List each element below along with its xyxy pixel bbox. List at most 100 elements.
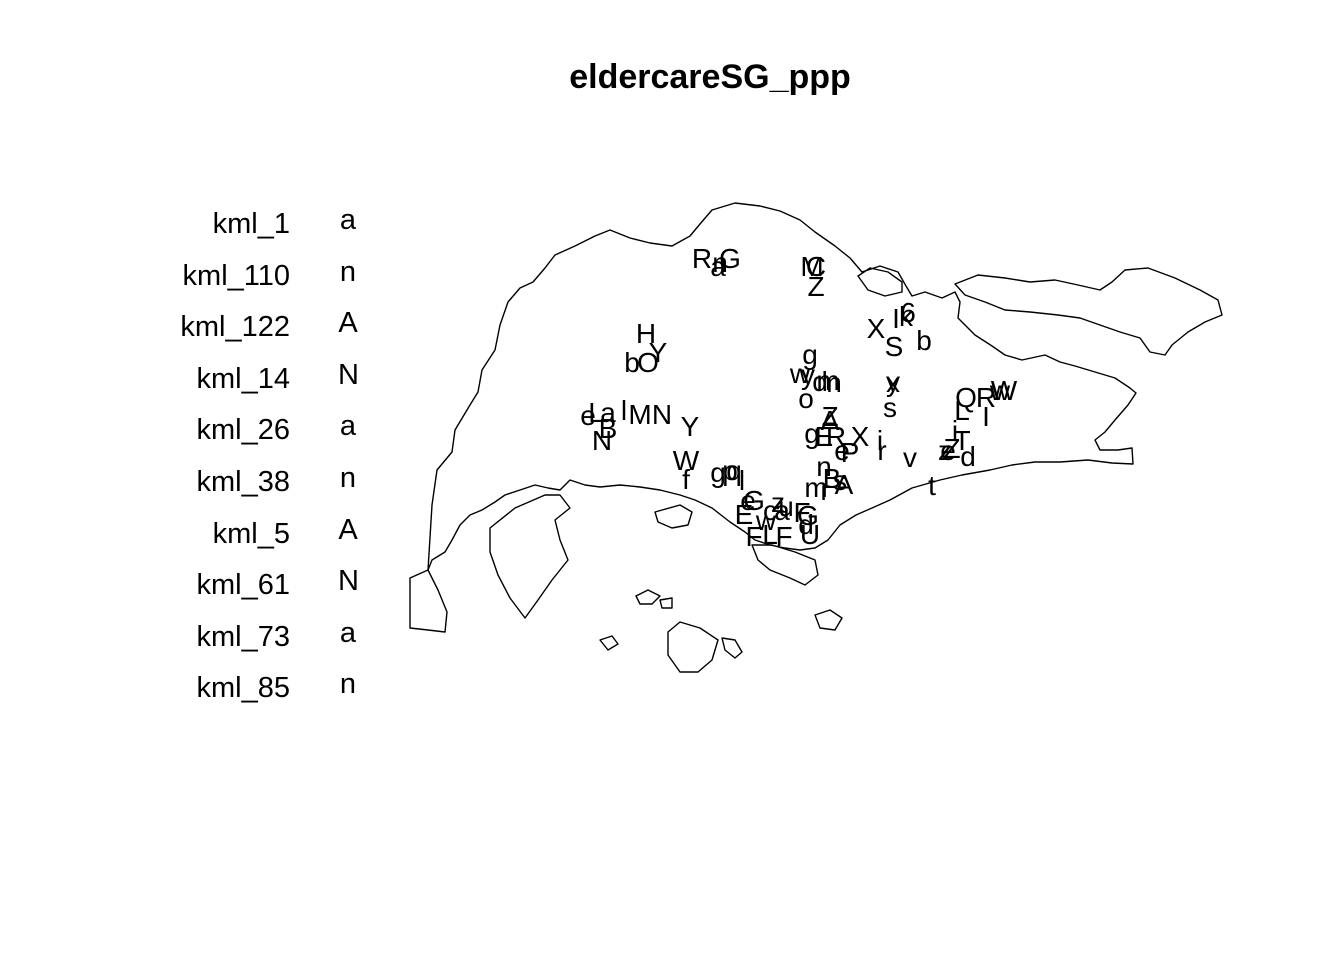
point-mark: U: [800, 519, 820, 550]
point-mark: c: [763, 495, 777, 526]
point-mark: q: [726, 455, 742, 486]
point-mark: d: [812, 366, 828, 397]
point-mark: R: [976, 382, 996, 413]
point-mark: a: [774, 495, 790, 526]
point-mark: e: [740, 485, 756, 516]
point-mark: e: [940, 435, 956, 466]
legend-item: kml_110 n: [140, 256, 380, 300]
point-mark: a: [600, 397, 616, 428]
point-mark: B: [599, 413, 618, 444]
point-mark: u: [778, 491, 794, 522]
point-mark: X: [851, 421, 870, 452]
southern-island-outline: [659, 597, 673, 609]
point-mark: o: [798, 383, 814, 414]
point-mark: r: [877, 435, 886, 466]
point-mark: w: [755, 505, 777, 536]
point-mark: n: [816, 451, 832, 482]
point-mark: N: [652, 399, 672, 430]
legend-item: kml_122 A: [140, 307, 380, 351]
point-mark: O: [637, 347, 659, 378]
point-mark: y: [886, 366, 900, 397]
legend-label: kml_122: [180, 311, 290, 343]
point-mark: e: [580, 400, 596, 431]
tuas-outline: [409, 569, 448, 633]
point-mark: G: [719, 243, 741, 274]
point-mark: m: [804, 472, 827, 503]
point-mark: E: [735, 499, 754, 530]
point-mark: W: [991, 375, 1018, 406]
jurong-island-outline: [489, 494, 571, 619]
point-mark: g: [804, 418, 820, 449]
legend-label: kml_73: [196, 621, 291, 653]
point-mark: l: [739, 465, 745, 496]
point-mark: r: [820, 475, 829, 506]
legend-item: kml_85 n: [140, 668, 380, 712]
point-mark: F: [745, 521, 762, 552]
legend-item: kml_38 n: [140, 462, 380, 506]
point-mark: I: [892, 303, 900, 334]
legend-symbol: n: [339, 668, 357, 700]
point-mark: M: [628, 399, 651, 430]
legend-item: kml_26 a: [140, 410, 380, 454]
point-mark: z: [938, 435, 952, 466]
legend-symbol: n: [339, 462, 357, 494]
point-mark: m: [816, 365, 839, 396]
plot-title: eldercareSG_ppp: [569, 58, 851, 96]
legend-symbol: a: [339, 410, 357, 442]
legend-symbol: a: [339, 204, 357, 236]
point-mark: S: [885, 331, 904, 362]
legend-symbol: n: [339, 256, 357, 288]
point-mark: W: [673, 445, 700, 476]
legend-item: kml_5 A: [140, 514, 380, 558]
legend-symbol: N: [338, 565, 359, 597]
point-mark: I: [982, 401, 990, 432]
point-mark: l: [621, 395, 627, 426]
point-mark: Q: [955, 382, 977, 413]
point-mark: Z: [943, 433, 960, 464]
point-mark: s: [883, 392, 897, 423]
point-mark: A: [821, 405, 840, 436]
legend-symbol: A: [338, 514, 358, 546]
point-mark: n: [712, 247, 728, 278]
point-mark: b: [624, 347, 640, 378]
legend-symbol: N: [338, 359, 359, 391]
legend-label: kml_38: [196, 466, 291, 498]
point-mark: B: [823, 463, 842, 494]
point-mark: H: [636, 318, 656, 349]
tekong-outline: [954, 267, 1223, 356]
point-mark: a: [710, 251, 726, 282]
point-mark: M: [800, 251, 823, 282]
point-mark: Z: [807, 271, 824, 302]
main-island-outline: [427, 202, 1137, 571]
point-mark: G: [797, 500, 819, 531]
legend-symbol: a: [339, 617, 357, 649]
legend-item: kml_61 N: [140, 565, 380, 609]
point-mark: Z: [821, 401, 838, 432]
point-mark: i: [952, 415, 958, 446]
port-island-outline: [654, 504, 693, 529]
point-mark: t: [928, 470, 936, 501]
point-mark: 6: [900, 297, 916, 328]
legend-label: kml_5: [212, 518, 290, 550]
legend-label: kml_1: [212, 208, 290, 240]
point-mark: X: [867, 313, 886, 344]
point-mark: L: [588, 397, 604, 428]
point-mark: g: [802, 339, 818, 370]
southern-island-outline: [814, 609, 843, 631]
point-mark: F: [775, 521, 792, 552]
legend-item: kml_14 N: [140, 359, 380, 403]
point-mark: x: [886, 367, 900, 398]
point-mark: d: [960, 441, 976, 472]
point-mark: z: [771, 487, 785, 518]
point-mark: s: [833, 465, 847, 496]
point-mark: i: [877, 425, 883, 456]
point-mark: C: [806, 251, 826, 282]
sentosa-outline: [751, 544, 819, 586]
point-mark: g: [710, 457, 726, 488]
point-mark: T: [953, 425, 970, 456]
legend-item: kml_1 a: [140, 204, 380, 248]
point-mark: G: [743, 485, 765, 516]
legend-label: kml_85: [196, 672, 291, 704]
point-mark: L: [762, 519, 778, 550]
